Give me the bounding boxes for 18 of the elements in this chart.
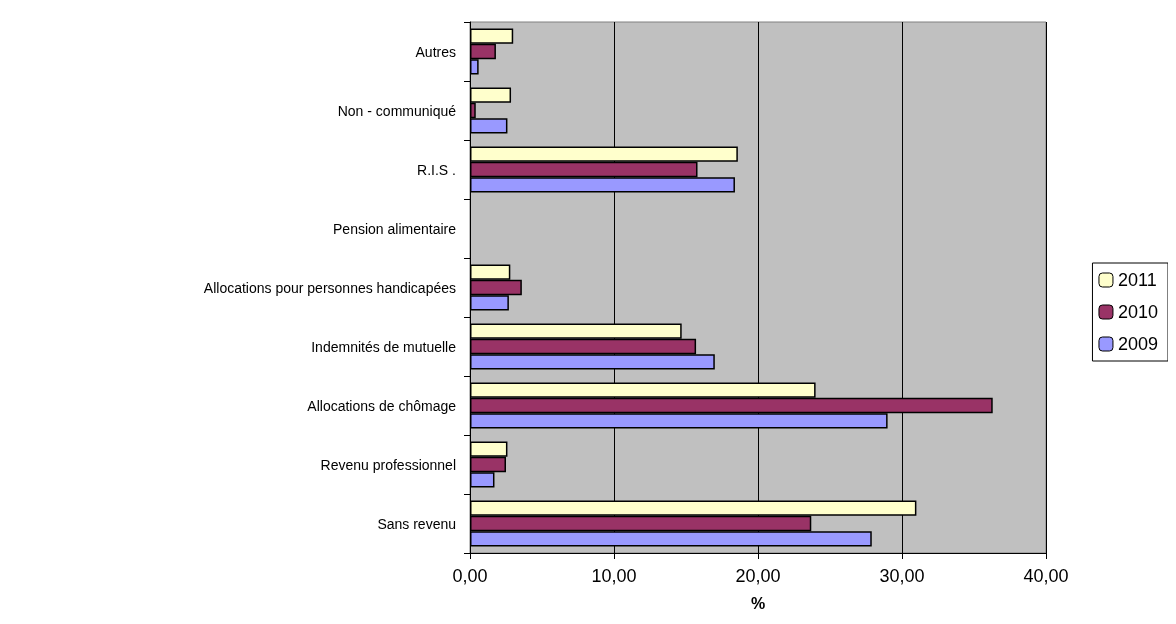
y-tick-label: R.I.S . <box>417 161 456 178</box>
y-tick-label: Indemnités de mutuelle <box>311 338 457 355</box>
y-tick-label: Pension alimentaire <box>333 220 457 237</box>
y-tick-label: Allocations pour personnes handicapées <box>203 279 456 296</box>
legend-label: 2009 <box>1117 334 1158 354</box>
legend-label: 2010 <box>1117 302 1158 322</box>
x-tick-label: 40,00 <box>1023 566 1069 586</box>
y-tick-label: Revenu professionnel <box>320 456 456 473</box>
y-tick-label: Non - communiqué <box>337 102 457 119</box>
x-tick-label: 10,00 <box>591 566 637 586</box>
x-tick-label: 20,00 <box>735 566 781 586</box>
y-tick-label: Allocations de chômage <box>307 397 457 414</box>
x-tick-label: 30,00 <box>879 566 925 586</box>
legend-label: 2011 <box>1117 270 1157 290</box>
y-tick-label: Sans revenu <box>377 515 456 532</box>
y-tick-label: Autres <box>415 43 456 60</box>
x-axis-title: % <box>750 594 766 612</box>
x-tick-label: 0,00 <box>452 566 488 586</box>
